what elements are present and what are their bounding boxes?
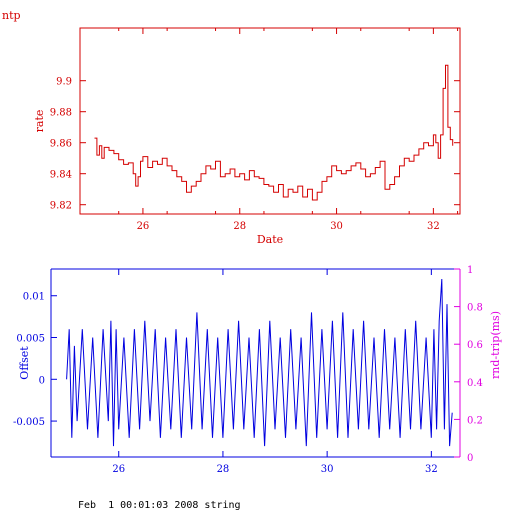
offset-y-tick-label: 0.01 — [23, 292, 45, 303]
offset-chart: 26 28 30 32 -0.005 0 0.005 0.01 0 0.2 0.4 0.6 0.8 1… — [13, 265, 502, 475]
offset-x-tick-label: 28 — [217, 464, 230, 475]
rate-x-tick-label: 30 — [330, 221, 343, 232]
rndtrip-y-tick-label: 0 — [467, 453, 473, 464]
rate-y-axis-label: rate — [33, 110, 46, 133]
rate-y-tick-label: 9.84 — [50, 170, 72, 181]
page-header-label: ntp — [2, 9, 21, 22]
offset-y-tick-label: 0 — [39, 375, 45, 386]
offset-x-tick-label: 26 — [112, 464, 125, 475]
rate-x-tick-label: 32 — [427, 221, 440, 232]
offset-y-axis-label: Offset — [18, 346, 31, 380]
rate-y-tick-label: 9.86 — [50, 139, 72, 150]
rate-x-tick-label: 26 — [137, 221, 150, 232]
offset-y-tick-label: -0.005 — [13, 417, 45, 428]
footer-timestamp: Feb 1 00:01:03 2008 string — [78, 500, 241, 511]
rate-y-tick-label: 9.88 — [50, 108, 72, 119]
offset-x-tick-label: 32 — [425, 464, 438, 475]
offset-x-tick-label: 30 — [321, 464, 334, 475]
rndtrip-y-axis-label: rnd-trip(ms) — [489, 311, 502, 379]
offset-y-tick-label: 0.005 — [16, 334, 45, 345]
rndtrip-y-tick-label: 0.6 — [467, 340, 483, 351]
offset-series-line — [66, 278, 453, 447]
rate-series-line — [94, 64, 454, 201]
rate-y-tick-label: 9.9 — [56, 77, 72, 88]
rndtrip-y-tick-label: 0.4 — [467, 378, 483, 389]
rate-x-tick-label: 28 — [233, 221, 246, 232]
rate-y-tick-label: 9.82 — [50, 201, 72, 212]
rndtrip-y-tick-label: 1 — [467, 265, 473, 276]
rndtrip-y-tick-label: 0.8 — [467, 303, 483, 314]
rate-chart: 26 28 30 32 9.82 9.84 9.86 9.88 9.9 rate Date — [33, 27, 461, 246]
rndtrip-y-tick-label: 0.2 — [467, 415, 483, 426]
rate-chart-frame — [79, 27, 461, 215]
rate-x-axis-label: Date — [257, 233, 283, 246]
